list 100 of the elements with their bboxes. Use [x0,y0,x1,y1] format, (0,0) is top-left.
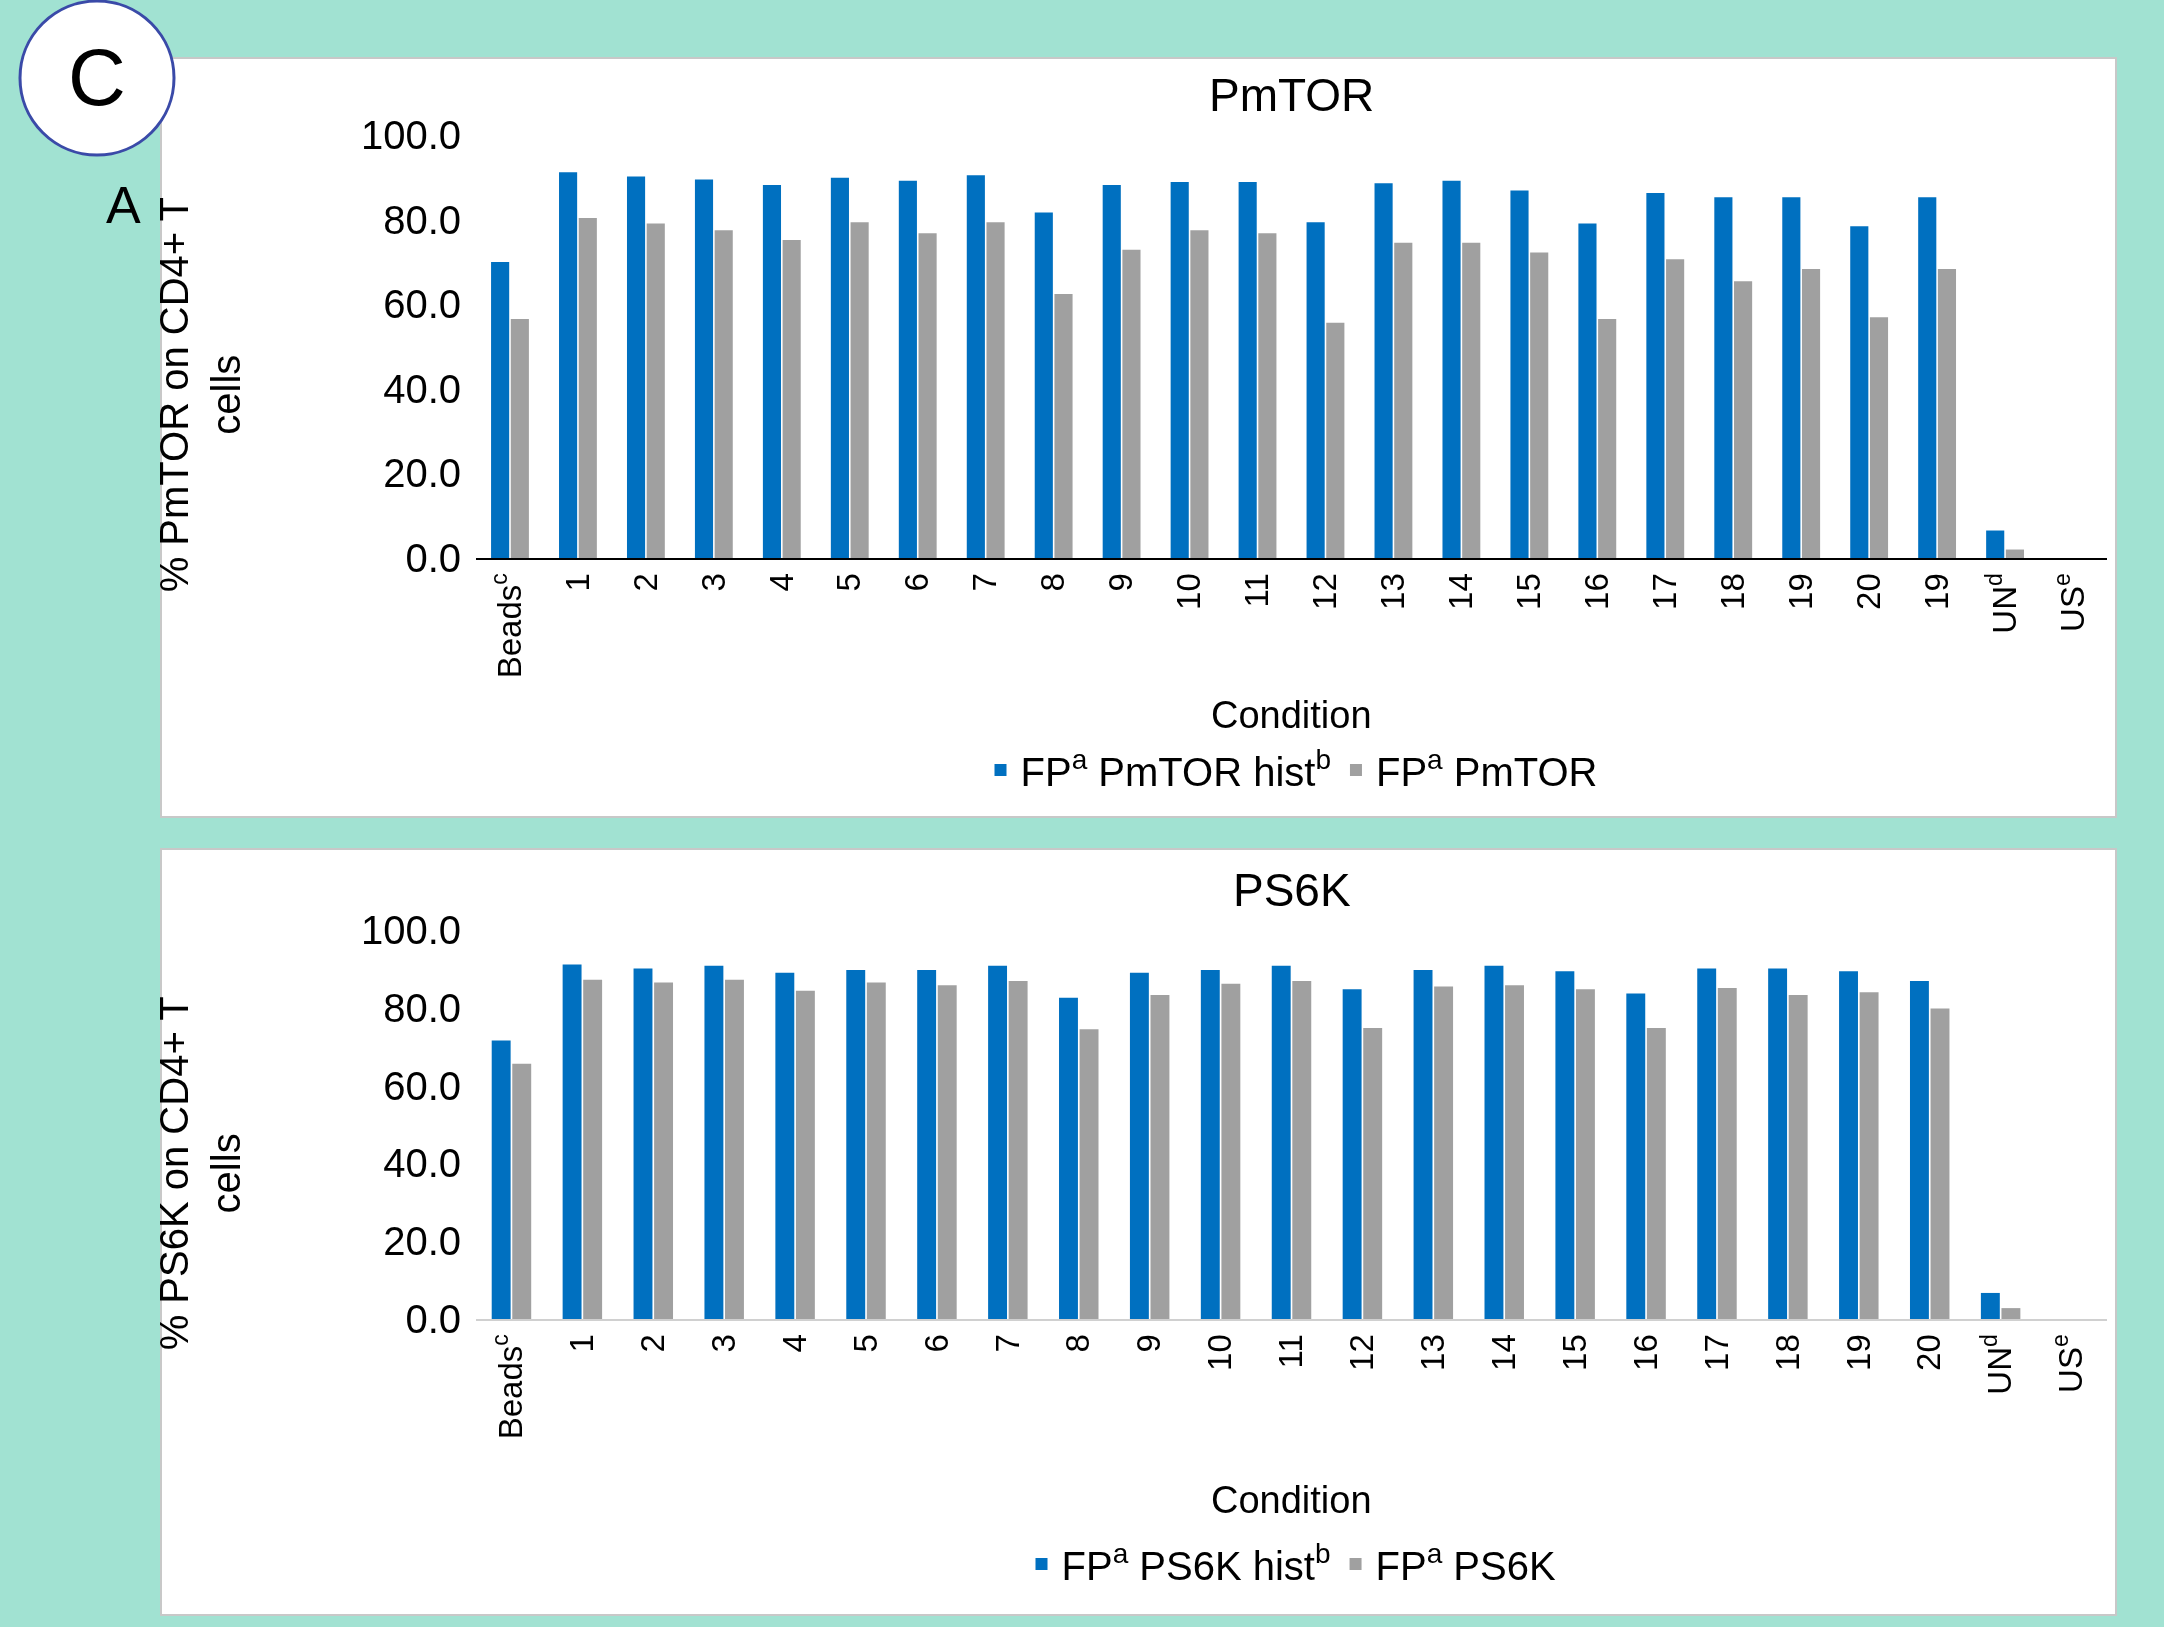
bar [1980,1292,2000,1319]
y-tick-label: 60.0 [383,1063,461,1108]
x-tick-label: 7 [966,573,1004,592]
x-tick-label: 4 [775,1334,813,1353]
x-tick-label: 3 [694,573,732,592]
x-tick-label: 20 [1910,1334,1948,1371]
bar [1363,1028,1383,1319]
x-tick-label: 5 [846,1334,884,1353]
x-tick-label: 2 [626,573,664,592]
x-tick-label: 13 [1374,573,1412,610]
bar [918,233,937,558]
bar [694,179,714,558]
bar [646,223,665,558]
y-tick-label: 80.0 [383,985,461,1030]
x-tick-label: 1 [558,573,596,592]
bar [1170,181,1189,558]
bar [725,979,744,1319]
x-tick-label: 11 [1272,1334,1310,1369]
x-tick-label: 8 [1034,573,1072,592]
x-axis-title: Condition [1211,694,1372,736]
x-tick-label: 8 [1059,1334,1097,1353]
bar [1555,971,1575,1319]
bar [1150,994,1170,1319]
bar [988,965,1008,1319]
bar [1374,183,1393,558]
chart-title: PS6K [1233,864,1351,916]
bar [1510,190,1529,558]
bar [559,172,578,558]
y-tick-label: 80.0 [383,197,461,242]
bar [714,230,733,558]
y-tick-label: 0.0 [405,1297,461,1341]
bar [1598,319,1617,558]
bar [2001,1308,2021,1319]
y-tick-label: 20.0 [383,451,461,496]
bar [1850,226,1869,558]
bar [1008,980,1028,1319]
bar [1801,269,1821,558]
bar [1839,971,1858,1319]
bar [1986,530,2005,558]
bar [2005,549,2024,558]
bar [1484,965,1504,1319]
legend-label: FP$^{a}$ PS6K [1375,1537,1556,1588]
bar [1129,972,1149,1319]
x-tick-label: 17 [1645,573,1683,610]
x-tick-label: 19 [1781,573,1819,610]
bar [1768,968,1788,1319]
x-tick-label: 4 [762,573,800,592]
bar [491,261,510,558]
bar [1918,197,1937,558]
bar [986,222,1005,558]
x-tick-label: 19 [1839,1334,1877,1371]
x-tick-label: 19 [1917,573,1955,610]
bar [633,968,653,1319]
bar [1578,223,1597,558]
bar [1869,317,1889,558]
x-tick-label: 18 [1713,573,1751,610]
bar [917,970,937,1319]
bar [937,985,957,1319]
bar [846,970,866,1319]
bar [1909,980,1929,1319]
x-tick-label: 3 [704,1334,742,1353]
legend-label: FP$^{a}$ PmTOR [1375,743,1598,794]
y-axis-title: % PmTOR on CD4+ T cells [151,197,248,593]
x-tick-label: 16 [1578,573,1616,610]
bar [1697,968,1717,1319]
bar [626,176,646,558]
bar [1326,322,1345,558]
x-axis-title: Condition [1211,1479,1372,1521]
bar [1342,989,1362,1319]
bar [898,180,917,558]
y-tick-label: 40.0 [383,1141,461,1186]
chart-title: PmTOR [1209,69,1375,121]
y-tick-label: 60.0 [383,282,461,327]
bar [1292,980,1312,1319]
bar [1462,242,1481,558]
bar [1221,983,1241,1319]
bar [1238,181,1257,558]
x-tick-label: 7 [988,1334,1026,1353]
legend-label: FP$^{a}$ PS6K hist$^{b}$ [1061,1537,1331,1588]
bar [1646,192,1665,558]
bar [1717,987,1737,1319]
legend-label: FP$^{a}$ PmTOR hist$^{b}$ [1020,743,1331,794]
x-tick-label: 5 [830,573,868,592]
bar [1122,249,1141,558]
bar [1646,1028,1666,1319]
bar [1788,994,1808,1319]
bar [578,217,597,558]
y-tick-label: 100.0 [360,113,461,157]
bar [583,979,603,1319]
bar [966,175,985,558]
bar [1271,965,1291,1319]
bar [510,319,529,558]
bar [762,184,782,558]
y-tick-label: 20.0 [383,1219,461,1264]
x-tick-label: 6 [917,1334,955,1353]
x-tick-label: 20 [1849,573,1887,610]
bar [866,982,886,1319]
x-tick-label: 11 [1238,573,1276,608]
bar [1937,269,1957,558]
x-tick-label: 9 [1102,573,1140,592]
